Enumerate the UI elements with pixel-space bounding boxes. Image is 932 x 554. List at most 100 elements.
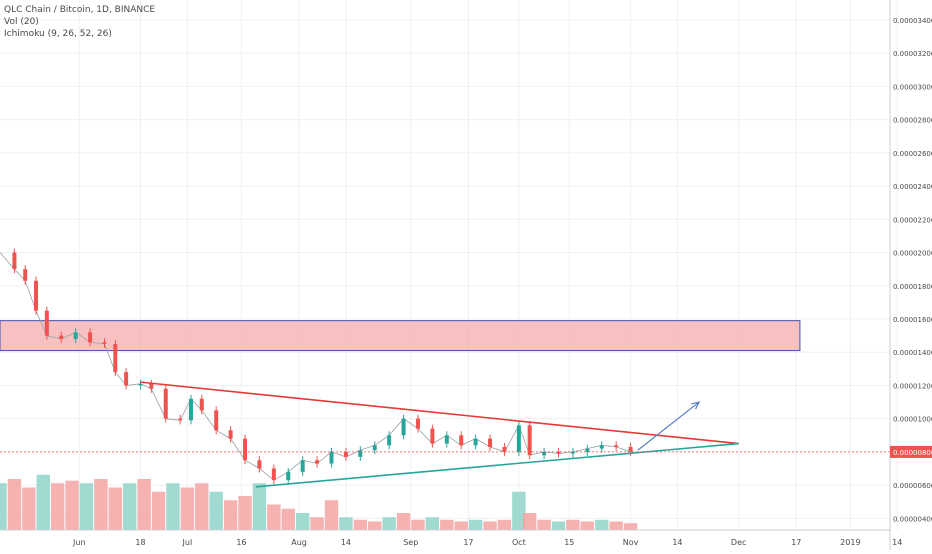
volume-bar [595, 519, 609, 530]
volume-bar [0, 483, 7, 530]
volume-bar [454, 521, 468, 530]
y-tick-label: 0.00000600 [893, 482, 932, 490]
y-tick-label: 0.00002800 [893, 117, 932, 125]
candle [444, 435, 449, 444]
candle [585, 448, 590, 452]
candle [257, 460, 262, 469]
candle [527, 425, 532, 456]
x-tick-label: 14 [672, 538, 682, 547]
x-tick-label: 15 [564, 538, 574, 547]
candle [228, 430, 233, 439]
symbol-title[interactable]: QLC Chain / Bitcoin, 1D, BINANCE [4, 5, 156, 15]
candle [138, 383, 143, 386]
volume-bar [281, 508, 295, 530]
x-tick-label: 2019 [840, 538, 860, 547]
volume-bar [94, 479, 108, 530]
candle [401, 418, 406, 436]
candle [12, 252, 17, 270]
candle [542, 451, 547, 456]
volume-bar [223, 500, 238, 530]
x-tick-label: Sep [403, 538, 418, 547]
candle [358, 450, 363, 457]
volume-bar [123, 483, 137, 530]
volume-bar [209, 491, 223, 530]
candle [188, 398, 193, 421]
volume-bar [440, 519, 454, 530]
candle [73, 332, 78, 339]
y-tick-label: 0.00002600 [893, 150, 932, 158]
projection-arrowhead [691, 401, 701, 410]
x-tick-label: 16 [236, 538, 246, 547]
volume-bar [36, 474, 50, 530]
candle [488, 438, 493, 447]
candle [214, 410, 219, 431]
x-tick-label: Dec [731, 538, 746, 547]
y-tick-label: 0.00003000 [893, 83, 932, 91]
volume-bar [137, 479, 151, 530]
candle [124, 372, 129, 386]
volume-bar [353, 519, 368, 530]
candle [286, 471, 291, 481]
volume-bar [339, 517, 353, 530]
volume-bar [50, 483, 65, 530]
ichimoku-indicator-label[interactable]: Ichimoku (9, 26, 52, 26) [4, 29, 112, 39]
volume-bar [151, 491, 166, 530]
volume-bar [22, 487, 36, 530]
volume-bar [411, 519, 425, 530]
volume-bar [512, 491, 526, 530]
y-tick-label: 0.00003400 [893, 17, 932, 25]
current-price-label: 0.00000800 [893, 449, 932, 457]
x-tick-label: Oct [512, 538, 526, 547]
volume-bar [497, 519, 512, 530]
volume-bar [267, 504, 281, 530]
volume-bar [609, 521, 623, 530]
candle [102, 342, 107, 344]
candle [473, 438, 478, 446]
x-tick-label: 17 [463, 538, 473, 547]
volume-bar [295, 513, 310, 530]
candle [415, 418, 420, 429]
trendline [140, 381, 739, 445]
volume-bar [79, 483, 94, 530]
candle [23, 269, 28, 281]
candle [556, 451, 561, 454]
volume-bar [483, 521, 497, 530]
volume-bar [324, 500, 339, 530]
x-tick-label: Nov [623, 538, 639, 547]
y-tick-label: 0.00002400 [893, 183, 932, 191]
chart-legend: QLC Chain / Bitcoin, 1D, BINANCE Vol (20… [4, 4, 155, 40]
volume-bar [252, 483, 267, 530]
candle [315, 460, 320, 464]
candle [88, 332, 93, 343]
candle [459, 435, 464, 446]
volume-bar [108, 487, 123, 530]
projection-arrow [637, 401, 700, 451]
y-tick-label: 0.00002200 [893, 216, 932, 224]
candle [430, 428, 435, 444]
volume-bar [468, 519, 483, 530]
candle [570, 451, 575, 454]
candle [329, 451, 334, 464]
volume-indicator-label[interactable]: Vol (20) [4, 17, 39, 27]
volume-bar [580, 521, 595, 530]
volume-bar [180, 487, 195, 530]
candle [149, 383, 154, 389]
candle [113, 343, 118, 373]
candle [502, 446, 507, 452]
candle [34, 280, 39, 311]
trendline [255, 442, 739, 488]
volume-bar [623, 523, 638, 530]
volume-bar [537, 519, 551, 530]
x-tick-label: 14 [341, 538, 351, 547]
x-tick-label: 14 [892, 538, 902, 547]
candle [199, 398, 204, 411]
x-tick-label: 17 [791, 538, 801, 547]
volume-bar [195, 483, 209, 530]
resistance-zone [0, 320, 801, 352]
candle [163, 388, 168, 419]
candle [44, 310, 49, 336]
volume-bar [7, 479, 22, 530]
volume-bar [238, 496, 252, 530]
candle [300, 460, 305, 472]
